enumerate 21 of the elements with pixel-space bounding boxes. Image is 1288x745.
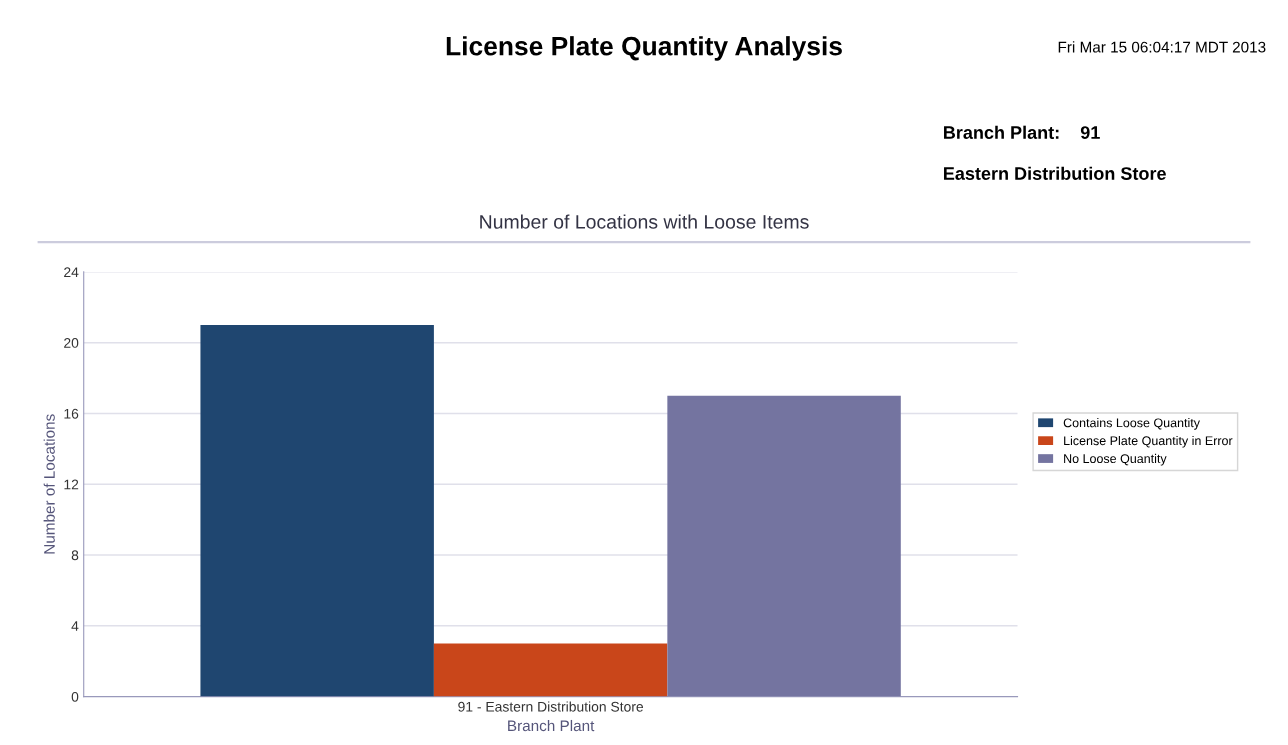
bar — [667, 395, 901, 697]
y-tick-label: 16 — [64, 408, 79, 419]
y-tick-label: 20 — [64, 338, 79, 348]
y-tick-label: 12 — [64, 479, 79, 490]
x-axis-title: Branch Plant — [508, 719, 595, 732]
chart-title: License Plate Quantity Analysis — [446, 36, 842, 61]
legend-label: Contains Loose Quantity — [1063, 418, 1200, 430]
text: Fri Mar 15 06:04:17 MDT 2013 — [1058, 41, 1266, 53]
y-tick-label: 0 — [71, 691, 79, 702]
text: Branch Plant: 91 — [944, 125, 1100, 139]
y-tick-label: 4 — [71, 621, 79, 631]
x-tick-label: 91 - Eastern Distribution Store — [458, 701, 644, 712]
y-axis-title: Number of Locations — [43, 414, 55, 554]
y-tick-label: 8 — [71, 550, 79, 561]
bar — [433, 643, 668, 697]
chart-subtitle: Number of Locations with Loose Items — [480, 214, 809, 229]
bar — [200, 325, 434, 697]
text: Eastern Distribution Store — [944, 166, 1166, 180]
y-tick-label: 24 — [64, 267, 79, 277]
legend-label: No Loose Quantity — [1064, 453, 1167, 466]
legend-label: License Plate Quantity in Error — [1064, 435, 1233, 448]
